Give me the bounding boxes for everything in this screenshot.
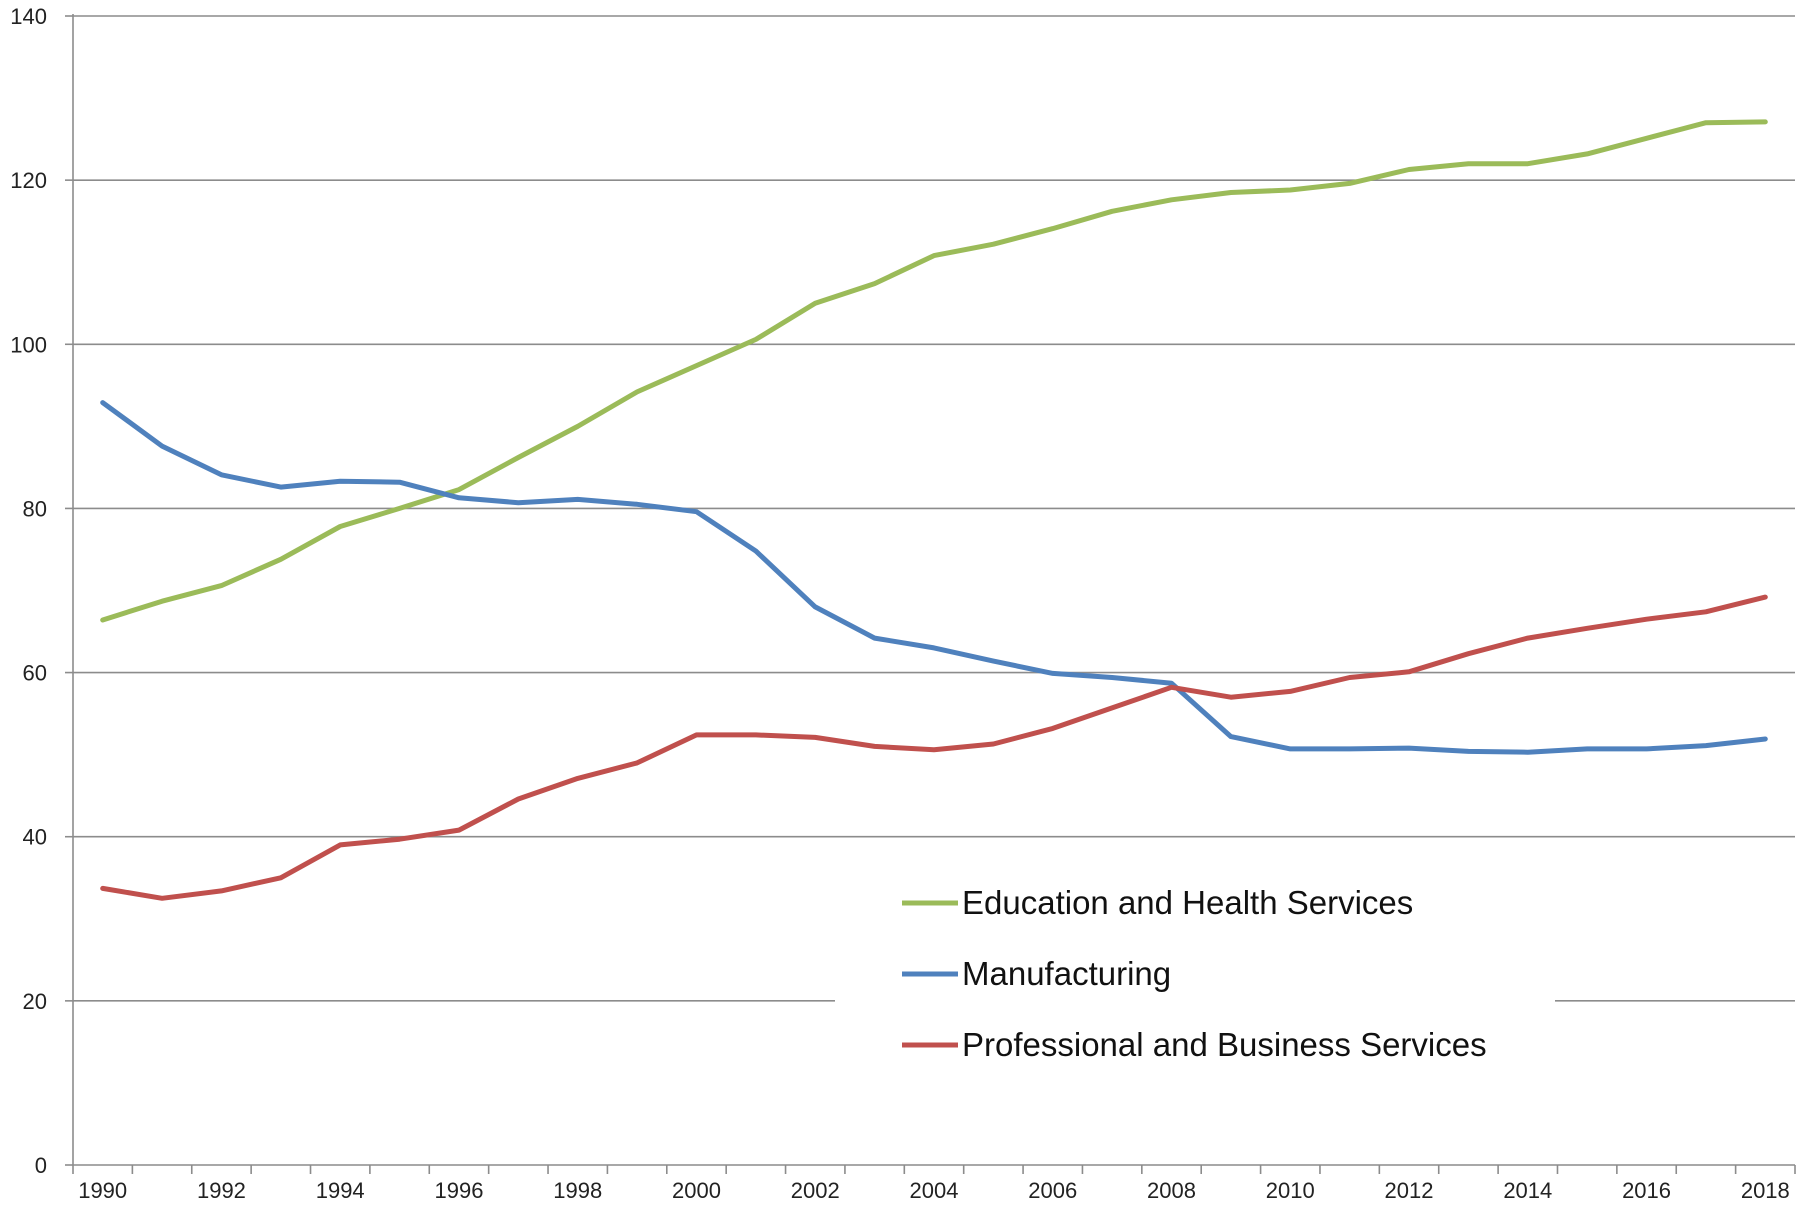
x-tick-label-2002: 2002 [791, 1178, 840, 1203]
x-tick-label-1992: 1992 [197, 1178, 246, 1203]
x-tick-label-2008: 2008 [1147, 1178, 1196, 1203]
series-line-manufacturing [100, 400, 1768, 755]
x-tick-label-1998: 1998 [553, 1178, 602, 1203]
y-tick-label-140: 140 [10, 4, 47, 29]
x-tick-label-2004: 2004 [910, 1178, 959, 1203]
series-line-education-and-health-services [100, 119, 1768, 623]
y-tick-label-0: 0 [35, 1153, 47, 1178]
legend-label-education-and-health-services: Education and Health Services [962, 884, 1413, 921]
series-layer [100, 119, 1768, 901]
y-tick-label-40: 40 [23, 825, 47, 850]
x-tick-label-2006: 2006 [1028, 1178, 1077, 1203]
series-line-professional-and-business-services [100, 594, 1768, 901]
x-tick-label-1994: 1994 [316, 1178, 365, 1203]
x-tick-label-2010: 2010 [1266, 1178, 1315, 1203]
y-tick-label-100: 100 [10, 332, 47, 357]
legend-label-manufacturing: Manufacturing [962, 955, 1171, 992]
axis-layer: 0 20 40 60 80 100 120 140 1990 1992 1994 1996 1998 20… [10, 4, 1796, 1203]
grid-layer [73, 15, 1795, 1002]
x-tick-label-2000: 2000 [672, 1178, 721, 1203]
y-tick-label-120: 120 [10, 168, 47, 193]
x-tick-label-1990: 1990 [78, 1178, 127, 1203]
x-tick-label-2016: 2016 [1622, 1178, 1671, 1203]
x-tick-label-2014: 2014 [1503, 1178, 1552, 1203]
legend-label-professional-and-business-services: Professional and Business Services [962, 1026, 1487, 1063]
x-tick-label-1996: 1996 [434, 1178, 483, 1203]
legend: Education and Health Services Manufacturi… [835, 870, 1555, 1080]
x-tick-label-2018: 2018 [1741, 1178, 1790, 1203]
y-tick-label-80: 80 [23, 496, 47, 521]
y-tick-label-20: 20 [23, 989, 47, 1014]
x-tick-label-2012: 2012 [1385, 1178, 1434, 1203]
y-tick-label-60: 60 [23, 661, 47, 686]
